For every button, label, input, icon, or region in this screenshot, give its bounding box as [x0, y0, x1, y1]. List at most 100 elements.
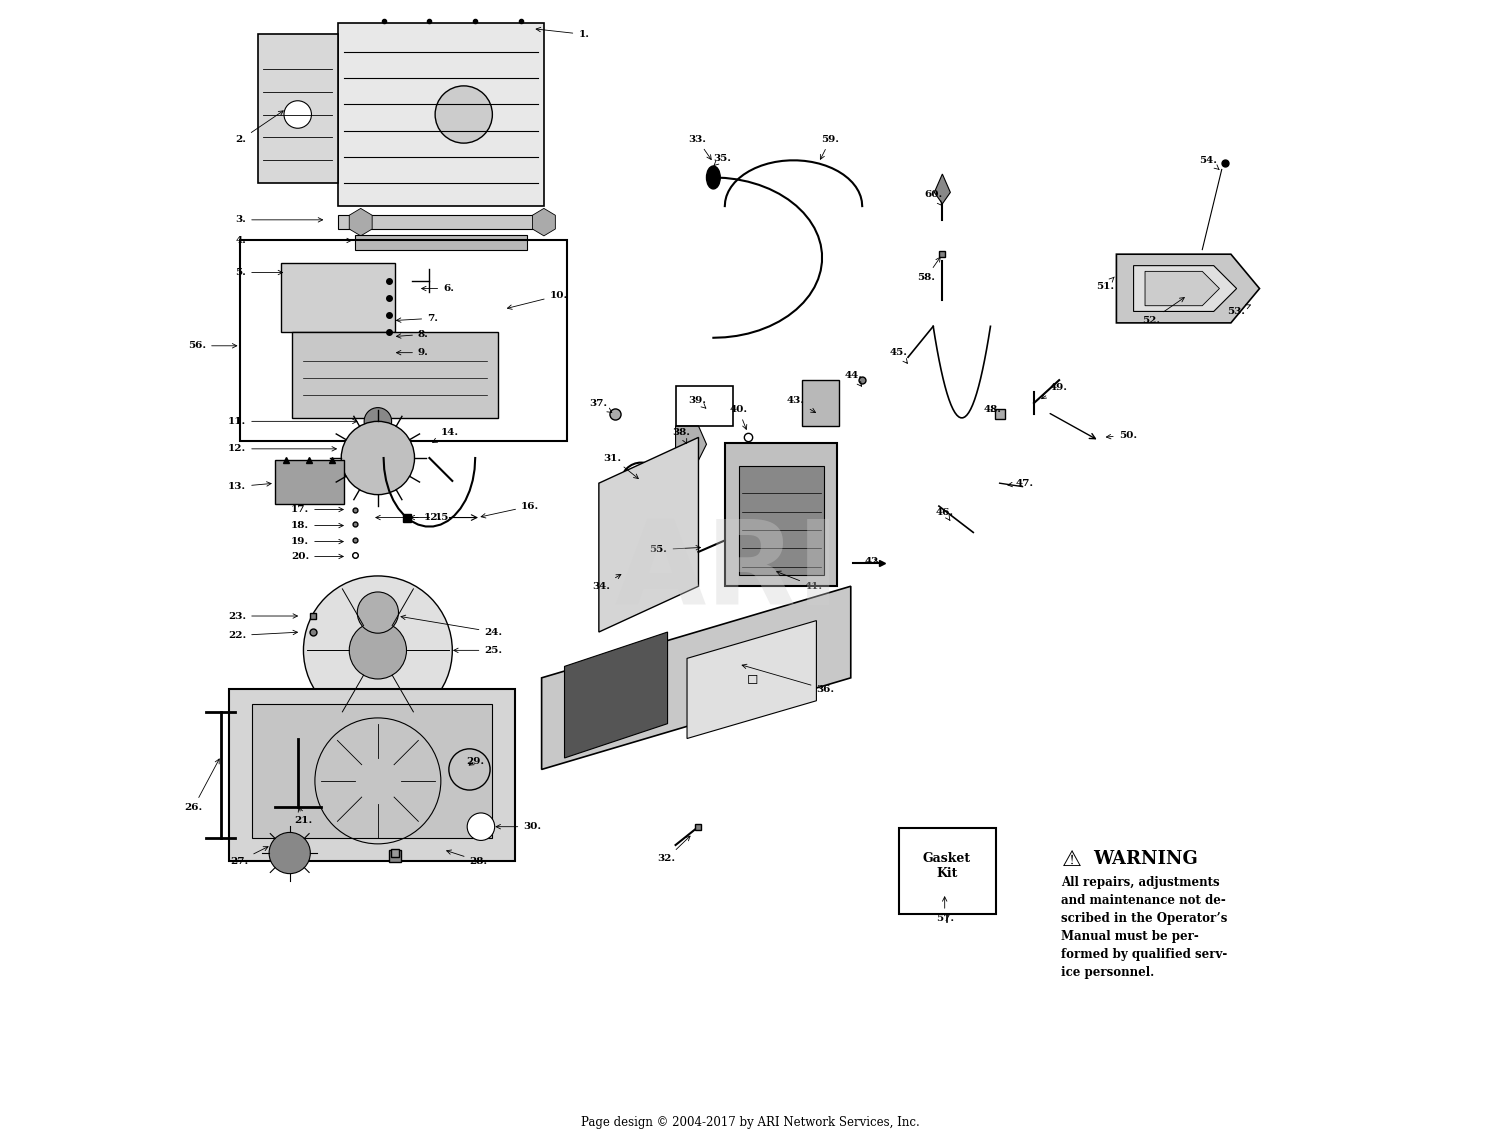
Circle shape — [364, 408, 392, 435]
Bar — [738, 466, 825, 575]
Text: 51.: 51. — [1096, 277, 1114, 291]
Bar — [898, 828, 996, 914]
Text: 59.: 59. — [821, 135, 840, 159]
Text: 31.: 31. — [603, 453, 639, 479]
Text: 35.: 35. — [714, 153, 732, 166]
Text: ⚠: ⚠ — [1062, 850, 1082, 869]
Text: 40.: 40. — [729, 405, 747, 429]
Text: 6.: 6. — [422, 284, 454, 293]
Text: 13.: 13. — [228, 482, 272, 491]
Polygon shape — [801, 380, 840, 426]
Text: ARI: ARI — [614, 515, 840, 630]
Circle shape — [357, 592, 399, 633]
Circle shape — [435, 86, 492, 143]
Text: 5.: 5. — [236, 268, 282, 277]
Text: 54.: 54. — [1198, 156, 1219, 169]
Bar — [240, 240, 567, 441]
Text: 24.: 24. — [400, 615, 502, 637]
Text: 30.: 30. — [496, 822, 542, 831]
Text: 55.: 55. — [650, 545, 700, 554]
Polygon shape — [598, 437, 699, 632]
Text: 18.: 18. — [291, 521, 344, 530]
Polygon shape — [564, 632, 668, 758]
Polygon shape — [338, 23, 544, 206]
Polygon shape — [542, 586, 850, 769]
Polygon shape — [258, 34, 338, 183]
Text: 50.: 50. — [1107, 431, 1137, 440]
Polygon shape — [338, 215, 544, 229]
Text: 12.: 12. — [228, 444, 336, 453]
Text: 10.: 10. — [507, 291, 568, 309]
Text: 25.: 25. — [453, 646, 503, 655]
Text: 27.: 27. — [230, 846, 268, 866]
Text: 4.: 4. — [236, 236, 351, 245]
Text: 43.: 43. — [788, 396, 816, 412]
Text: 1.: 1. — [536, 27, 590, 39]
Polygon shape — [532, 208, 555, 236]
Text: Page design © 2004-2017 by ARI Network Services, Inc.: Page design © 2004-2017 by ARI Network S… — [580, 1115, 920, 1129]
Text: 33.: 33. — [688, 135, 711, 159]
Text: 47.: 47. — [1008, 479, 1034, 488]
Text: 16.: 16. — [482, 502, 540, 518]
Ellipse shape — [706, 166, 720, 189]
Polygon shape — [350, 208, 372, 236]
Text: 3.: 3. — [236, 215, 322, 224]
Polygon shape — [687, 621, 816, 739]
Bar — [675, 386, 734, 426]
Text: 22.: 22. — [228, 630, 297, 640]
Polygon shape — [934, 174, 951, 204]
Polygon shape — [274, 460, 344, 504]
Polygon shape — [252, 704, 492, 838]
Text: 23.: 23. — [228, 611, 297, 621]
Text: 12.: 12. — [376, 513, 442, 522]
Text: 28.: 28. — [447, 850, 488, 866]
Text: 7.: 7. — [396, 314, 438, 323]
Text: ◻: ◻ — [747, 671, 758, 685]
Text: 37.: 37. — [590, 398, 612, 412]
Polygon shape — [1134, 266, 1236, 311]
Text: 36.: 36. — [742, 664, 834, 694]
Text: Gasket
Kit: Gasket Kit — [922, 852, 970, 879]
Text: 48.: 48. — [984, 405, 1002, 414]
Text: WARNING: WARNING — [1094, 850, 1198, 868]
Text: 29.: 29. — [466, 757, 484, 766]
Text: 21.: 21. — [294, 807, 312, 826]
Text: 56.: 56. — [188, 341, 237, 350]
Text: 45.: 45. — [890, 348, 908, 363]
Text: 46.: 46. — [936, 508, 954, 521]
Circle shape — [340, 421, 414, 495]
Text: 53.: 53. — [1227, 305, 1251, 316]
Text: 39.: 39. — [688, 396, 706, 409]
Circle shape — [303, 576, 453, 725]
Text: 11.: 11. — [228, 417, 357, 426]
Text: 58.: 58. — [918, 258, 940, 282]
Polygon shape — [1144, 271, 1220, 306]
Text: 44.: 44. — [844, 371, 862, 386]
Text: 49.: 49. — [1041, 382, 1068, 398]
Text: 38.: 38. — [672, 428, 690, 443]
Polygon shape — [356, 235, 526, 250]
Text: 8.: 8. — [396, 330, 429, 339]
Circle shape — [466, 813, 495, 840]
Text: 41.: 41. — [777, 571, 824, 591]
Circle shape — [268, 832, 310, 874]
Text: 19.: 19. — [291, 537, 344, 546]
Text: 14.: 14. — [432, 428, 459, 442]
Text: 32.: 32. — [657, 836, 690, 863]
Text: 26.: 26. — [184, 759, 219, 812]
Polygon shape — [292, 332, 498, 418]
Polygon shape — [280, 263, 394, 332]
Text: 17.: 17. — [291, 505, 344, 514]
Polygon shape — [675, 426, 706, 460]
Text: 60.: 60. — [924, 190, 942, 205]
Text: 20.: 20. — [291, 552, 344, 561]
Text: All repairs, adjustments
and maintenance not de-
scribed in the Operator’s
Manua: All repairs, adjustments and maintenance… — [1062, 876, 1228, 979]
Text: 34.: 34. — [592, 575, 621, 591]
Text: 9.: 9. — [396, 348, 429, 357]
Polygon shape — [1116, 254, 1260, 323]
Bar — [724, 443, 837, 586]
Polygon shape — [230, 689, 516, 861]
Text: 15.: 15. — [410, 513, 453, 522]
Text: 52.: 52. — [1142, 298, 1185, 325]
Text: 42.: 42. — [864, 556, 882, 566]
